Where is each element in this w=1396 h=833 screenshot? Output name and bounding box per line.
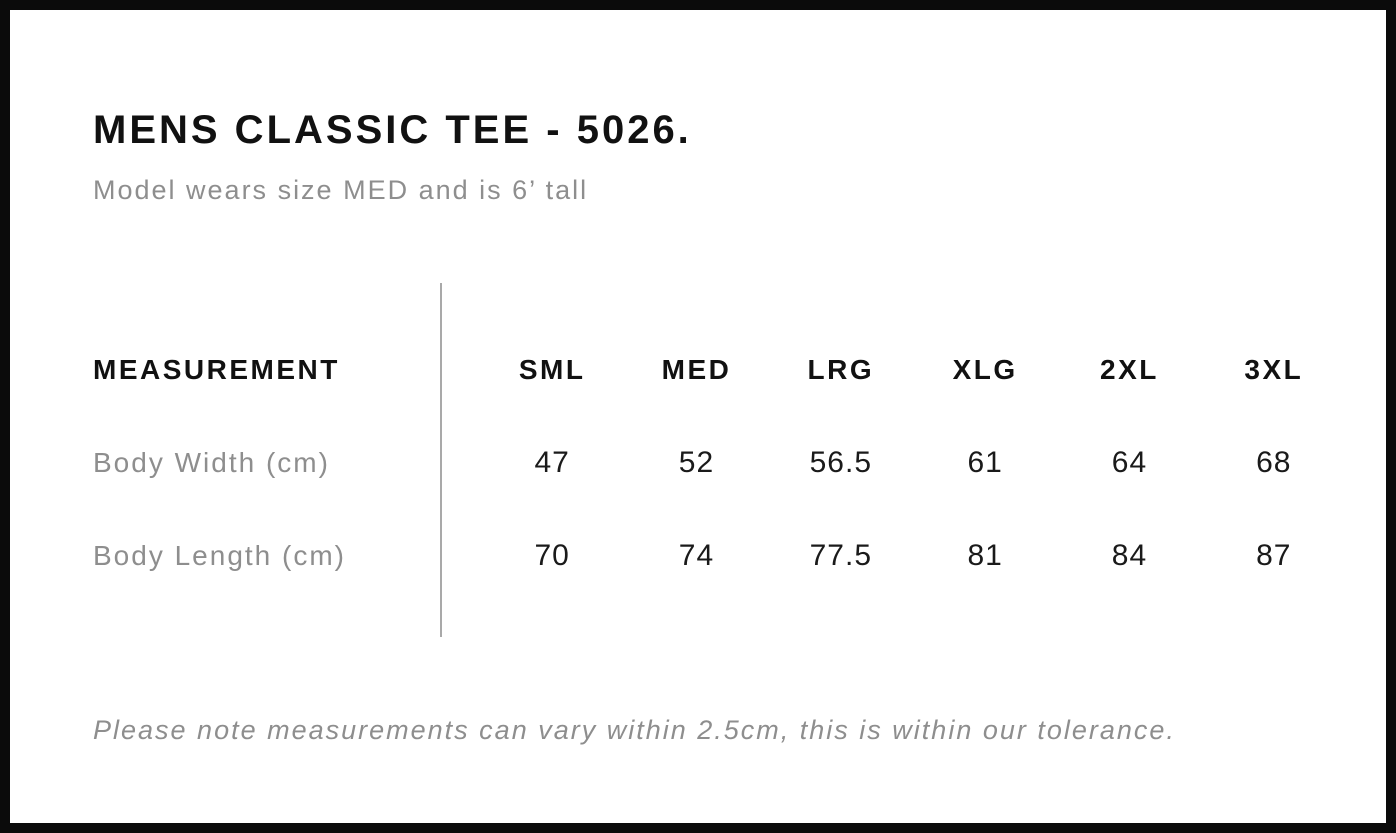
cell-body-width-3xl: 68 — [1256, 445, 1292, 479]
cell-body-length-xlg: 81 — [967, 538, 1003, 572]
cell-body-width-sml: 47 — [534, 445, 570, 479]
page-subtitle: Model wears size MED and is 6’ tall — [93, 175, 589, 205]
page-title: MENS CLASSIC TEE - 5026. — [93, 108, 692, 152]
table-row-body-width: Body Width (cm) 47 52 56.5 61 64 68 — [93, 416, 1346, 509]
column-header-lrg: LRG — [807, 353, 875, 385]
cell-body-length-lrg: 77.5 — [809, 538, 873, 572]
row-label-body-width: Body Width (cm) — [93, 446, 330, 478]
column-header-med: MED — [661, 353, 732, 385]
table-row-body-length: Body Length (cm) 70 74 77.5 81 84 87 — [93, 509, 1346, 602]
row-label-body-length: Body Length (cm) — [93, 539, 346, 571]
column-header-3xl: 3XL — [1244, 353, 1304, 385]
column-header-2xl: 2XL — [1100, 353, 1159, 385]
cell-body-width-xlg: 61 — [967, 445, 1003, 479]
column-header-sml: SML — [518, 353, 586, 385]
tolerance-note: Please note measurements can vary within… — [93, 715, 1176, 745]
size-chart-table: MEASUREMENT SML MED LRG XLG 2XL 3XL Body… — [93, 283, 1346, 637]
cell-body-length-2xl: 84 — [1111, 538, 1148, 572]
cell-body-width-2xl: 64 — [1111, 445, 1148, 479]
cell-body-length-med: 74 — [678, 538, 715, 572]
cell-body-length-3xl: 87 — [1256, 538, 1292, 572]
cell-body-length-sml: 70 — [534, 538, 570, 572]
table-header-row: MEASUREMENT SML MED LRG XLG 2XL 3XL — [93, 323, 1346, 416]
cell-body-width-med: 52 — [678, 445, 715, 479]
vertical-divider — [440, 283, 442, 637]
column-header-measurement: MEASUREMENT — [93, 353, 340, 385]
column-header-xlg: XLG — [952, 353, 1018, 385]
cell-body-width-lrg: 56.5 — [809, 445, 873, 479]
